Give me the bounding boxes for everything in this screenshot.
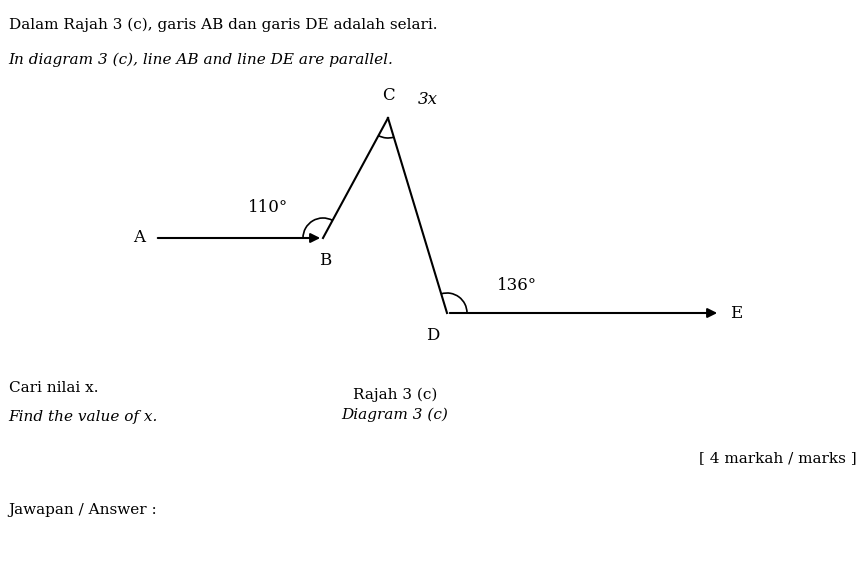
- Text: 136°: 136°: [497, 276, 537, 293]
- Text: Dalam Rajah 3 (c), garis AB dan garis DE adalah selari.: Dalam Rajah 3 (c), garis AB dan garis DE…: [9, 17, 437, 32]
- Text: Cari nilai x.: Cari nilai x.: [9, 381, 98, 395]
- Text: C: C: [381, 87, 394, 104]
- Text: 3x: 3x: [418, 91, 438, 108]
- Text: Rajah 3 (c): Rajah 3 (c): [353, 388, 437, 402]
- Text: Diagram 3 (c): Diagram 3 (c): [342, 408, 448, 422]
- Text: A: A: [133, 229, 145, 247]
- Text: 110°: 110°: [248, 200, 288, 217]
- Text: [ 4 markah / marks ]: [ 4 markah / marks ]: [699, 451, 856, 465]
- Text: B: B: [319, 252, 331, 269]
- Text: E: E: [730, 304, 742, 321]
- Text: Jawapan / Answer :: Jawapan / Answer :: [9, 503, 157, 517]
- Text: In diagram 3 (c), line AB and line DE are parallel.: In diagram 3 (c), line AB and line DE ar…: [9, 52, 394, 67]
- Text: D: D: [426, 327, 439, 344]
- Text: Find the value of x.: Find the value of x.: [9, 410, 158, 424]
